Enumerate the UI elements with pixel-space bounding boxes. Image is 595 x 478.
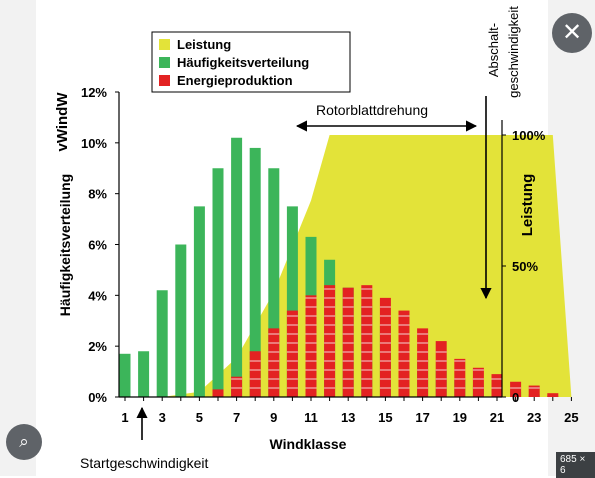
energy-bar [231, 376, 243, 397]
energy-bar [491, 374, 503, 397]
energy-bar [249, 351, 261, 397]
y-tick-label-left: 8% [88, 187, 107, 202]
lens-search-icon[interactable]: ⌕ [6, 424, 42, 460]
close-icon[interactable]: ✕ [552, 13, 592, 53]
frequency-bar [175, 244, 187, 397]
x-tick-label: 1 [121, 410, 128, 425]
x-tick-label: 13 [341, 410, 355, 425]
annotation-rotorblattdrehung: Rotorblattdrehung [316, 102, 428, 118]
energy-bar-fill [342, 287, 354, 397]
x-tick-label: 7 [233, 410, 240, 425]
frequency-bar [249, 147, 261, 397]
energy-bar [361, 285, 373, 397]
energy-bar [417, 328, 429, 397]
frequency-bar [156, 290, 168, 397]
energy-bar-fill [231, 376, 243, 397]
energy-bar [268, 328, 280, 397]
x-tick-label: 25 [564, 410, 578, 425]
energy-bar-fill [435, 341, 447, 397]
x-tick-label: 15 [378, 410, 392, 425]
y-axis-title-left-top: vWindW [54, 92, 71, 152]
annotation-geschwindigkeit: geschwindigkeit [506, 6, 521, 98]
energy-bar [379, 297, 391, 397]
energy-bar-fill [472, 367, 484, 397]
legend-label: Häufigkeitsverteilung [177, 55, 309, 70]
energy-bar-fill [268, 328, 280, 397]
y-tick-label-right: 50% [512, 259, 538, 274]
energy-bar [212, 389, 224, 397]
y-tick-label-right: 100% [512, 128, 546, 143]
y-axis-title-right: Leistung [519, 174, 536, 237]
energy-bar [510, 381, 522, 397]
x-tick-label: 17 [415, 410, 429, 425]
image-size-badge: 685 × 6 [556, 452, 595, 478]
legend-label: Energieproduktion [177, 73, 293, 88]
frequency-bar [212, 168, 224, 397]
energy-bar-fill [379, 297, 391, 397]
energy-bar-fill [324, 285, 336, 397]
y-axis-title-left: Häufigkeitsverteilung [57, 174, 73, 316]
x-tick-label: 21 [490, 410, 504, 425]
energy-bar [398, 310, 410, 397]
annotation-abschalt: Abschalt- [486, 23, 501, 77]
legend-box [151, 31, 351, 93]
x-tick-label: 19 [453, 410, 467, 425]
y-tick-label-left: 12% [81, 85, 107, 100]
energy-bar [305, 295, 317, 397]
energy-bar-fill [398, 310, 410, 397]
energy-bar-fill [286, 310, 298, 397]
frequency-bar [138, 351, 150, 397]
x-axis-title: Windklasse [270, 436, 347, 452]
y-tick-label-right: 0 [512, 390, 519, 405]
legend-label: Leistung [177, 37, 231, 52]
x-tick-label: 23 [527, 410, 541, 425]
energy-bar-fill [454, 358, 466, 397]
energy-bar [454, 358, 466, 397]
y-tick-label-left: 6% [88, 238, 107, 253]
y-tick-label-left: 10% [81, 136, 107, 151]
frequency-bar [268, 168, 280, 397]
energy-bar-fill [528, 385, 540, 397]
legend: Leistung Häufigkeitsverteilung Energieprod… [151, 31, 351, 93]
energy-bar [547, 393, 559, 397]
energy-bar-fill [547, 393, 559, 397]
x-tick-label: 9 [270, 410, 277, 425]
energy-bar [342, 287, 354, 397]
frequency-bar [193, 206, 205, 397]
x-tick-label: 11 [304, 410, 318, 425]
leistung-area [162, 135, 572, 397]
energy-bar-fill [361, 285, 373, 397]
energy-bar-fill [212, 389, 224, 397]
energy-bar [472, 367, 484, 397]
energy-bar [435, 341, 447, 397]
energy-bar-fill [491, 374, 503, 397]
frequency-bar [286, 206, 298, 397]
x-tick-label: 3 [159, 410, 166, 425]
legend-swatch [159, 39, 170, 50]
legend-swatch [159, 57, 170, 68]
legend-swatch [159, 75, 170, 86]
y-tick-label-left: 2% [88, 339, 107, 354]
energy-bar-fill [417, 328, 429, 397]
energy-bar [528, 385, 540, 397]
y-tick-label-left: 0% [88, 390, 107, 405]
energy-bar-fill [249, 351, 261, 397]
annotation-startgeschwindigkeit: Startgeschwindigkeit [80, 455, 209, 471]
energy-bar-fill [305, 295, 317, 397]
y-tick-label-left: 4% [88, 288, 107, 303]
energy-bar-fill [510, 381, 522, 397]
frequency-bar [231, 137, 243, 397]
viewer-left-margin [0, 0, 36, 476]
frequency-bar [119, 353, 131, 397]
x-tick-label: 5 [196, 410, 203, 425]
energy-bar [286, 310, 298, 397]
energy-bar [324, 285, 336, 397]
